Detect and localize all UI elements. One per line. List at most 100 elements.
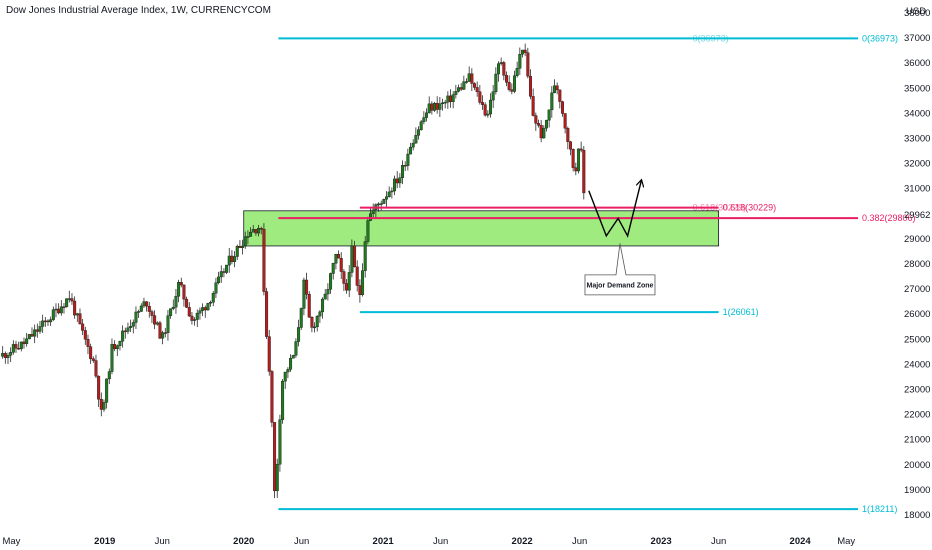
candle-body: [409, 146, 413, 155]
candle: [411, 139, 415, 151]
candle-body: [366, 220, 370, 242]
candle-body: [371, 209, 375, 214]
candle: [342, 269, 346, 292]
candle-body: [201, 307, 205, 311]
candle-body: [361, 270, 365, 295]
candle: [395, 171, 399, 189]
candle-body: [86, 339, 90, 347]
candle: [475, 81, 479, 97]
candle: [147, 301, 151, 318]
candle-body: [425, 112, 429, 118]
price-tick-label: 19000: [904, 485, 930, 496]
time-tick-label: May: [837, 536, 855, 547]
candle-body: [217, 276, 221, 283]
candle: [387, 186, 391, 198]
annotation-layer: Major Demand Zone: [584, 243, 656, 296]
candle: [137, 309, 141, 318]
candle: [305, 272, 309, 300]
candle: [502, 60, 506, 81]
price-axis-currency: USD: [906, 6, 926, 17]
candle-body: [78, 313, 82, 325]
candle-body: [243, 236, 247, 247]
candle-body: [339, 257, 343, 272]
candle: [526, 47, 530, 79]
candle-body: [145, 301, 149, 307]
candle: [531, 88, 535, 117]
candle: [419, 119, 423, 131]
candle: [515, 61, 519, 78]
candle-body: [326, 289, 330, 295]
price-tick-label: 37000: [904, 33, 930, 44]
candle: [417, 126, 421, 140]
candle: [534, 112, 538, 131]
candle-body: [54, 308, 58, 311]
candle: [158, 320, 162, 339]
candle-body: [129, 326, 133, 329]
candle: [510, 83, 514, 95]
time-tick-label: Jun: [155, 536, 170, 547]
candle-body: [539, 125, 543, 139]
candle-body: [427, 103, 431, 114]
candle: [371, 203, 375, 218]
candle: [438, 97, 442, 118]
candle-body: [507, 82, 511, 90]
fib-label-0-382: 0.382(29806): [862, 213, 916, 223]
candle-body: [94, 360, 98, 377]
candle-body: [174, 296, 178, 308]
candle: [507, 75, 511, 92]
candle-body: [46, 320, 50, 323]
candle-body: [22, 341, 26, 344]
candle-body: [225, 264, 229, 273]
candle-body: [342, 271, 346, 284]
price-tick-label: 27000: [904, 284, 930, 295]
candle-body: [102, 402, 106, 410]
candle: [465, 78, 469, 84]
candle-body: [227, 255, 231, 266]
price-tick-label: 35000: [904, 83, 930, 94]
candle-body: [209, 302, 213, 304]
candle: [331, 262, 335, 280]
candle-body: [270, 371, 274, 423]
time-tick-label: 2023: [651, 536, 672, 547]
candle-body: [211, 292, 215, 303]
candle-body: [358, 285, 362, 295]
candle-body: [318, 311, 322, 317]
candle: [139, 303, 143, 313]
candle: [30, 327, 34, 337]
candle-body: [465, 81, 469, 83]
candle-body: [238, 246, 242, 248]
candle-body: [262, 228, 266, 292]
candle: [129, 319, 133, 333]
candle: [81, 318, 85, 335]
candle-body: [235, 246, 239, 257]
candle-body: [347, 272, 351, 291]
demand-zone-rect: [243, 210, 720, 247]
candle: [382, 198, 386, 204]
candle: [62, 302, 66, 314]
candle-body: [414, 135, 418, 144]
candle: [302, 277, 306, 316]
candle: [299, 307, 303, 330]
candle: [369, 208, 373, 222]
price-tick-label: 29000: [904, 234, 930, 245]
candle: [89, 343, 93, 364]
candle-body: [291, 355, 295, 359]
candle: [241, 239, 245, 255]
candle: [51, 306, 55, 322]
candle-body: [502, 62, 506, 76]
candle-body: [435, 102, 439, 110]
candle-body: [182, 284, 186, 300]
candle: [70, 293, 74, 305]
candle: [161, 330, 165, 345]
candle: [83, 326, 87, 345]
candle-body: [406, 153, 410, 166]
candle: [582, 146, 586, 200]
candle-body: [403, 165, 407, 167]
candle-body: [43, 320, 47, 323]
candle: [398, 173, 402, 188]
candle: [401, 160, 405, 185]
candle: [499, 57, 503, 66]
candle-body: [491, 91, 495, 101]
candle-body: [131, 322, 135, 327]
